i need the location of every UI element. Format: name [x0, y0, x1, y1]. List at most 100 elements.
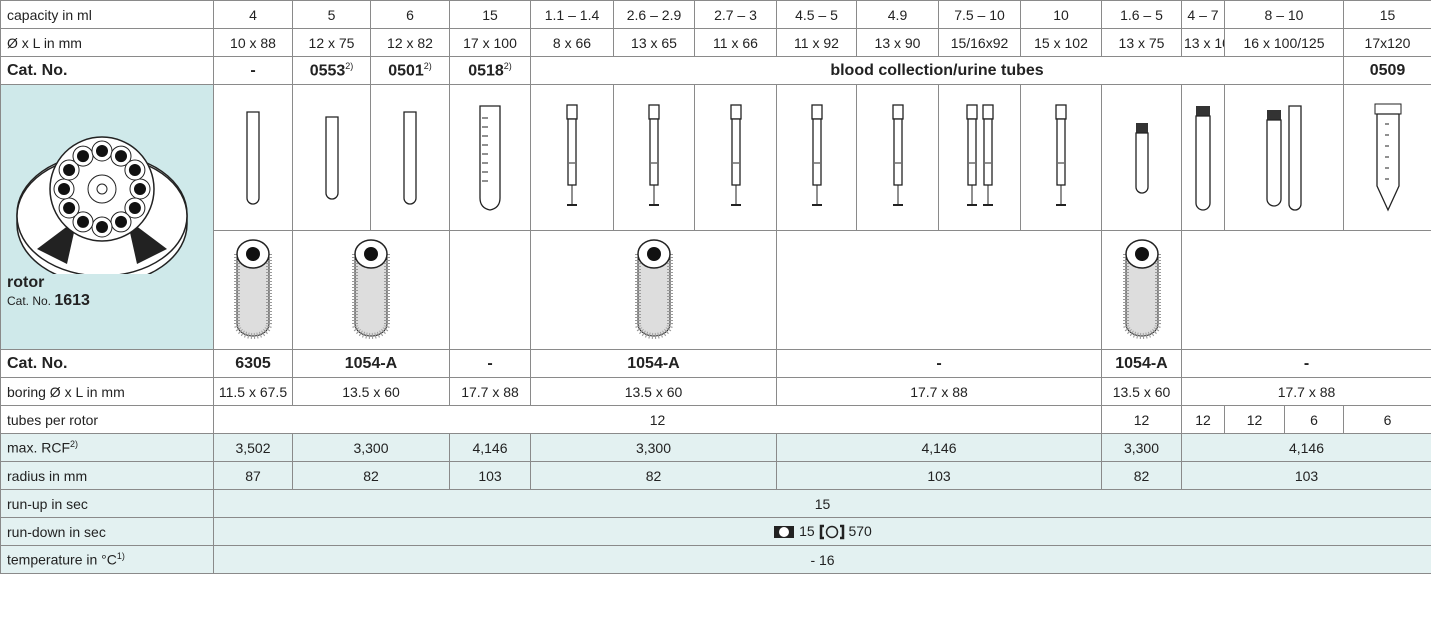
value-cell: 12: [1224, 405, 1285, 434]
cell-text: 13 x 75: [1118, 34, 1165, 51]
value-cell: 82: [530, 461, 777, 490]
value-cell: 17.7 x 88: [449, 377, 531, 406]
value-cell: 4,146: [449, 433, 531, 462]
row-label: run-up in sec: [0, 489, 214, 518]
value-cell: 4 – 7: [1181, 0, 1225, 29]
brake-icon: [773, 523, 795, 539]
value-cell: -: [449, 349, 531, 378]
row-label: max. RCF2): [0, 433, 214, 462]
value-cell: 13 x 75: [1101, 28, 1182, 57]
cell-text: 82: [1133, 467, 1150, 484]
cell-text: 17.7 x 88: [461, 383, 519, 400]
value-cell: -: [1181, 349, 1431, 378]
cell-text: 15/16x92: [950, 34, 1009, 51]
value-cell: 15 x 102: [1020, 28, 1102, 57]
cell-text: 12: [1246, 411, 1263, 428]
value-cell: 1054-A: [530, 349, 777, 378]
tube-image: [1020, 84, 1102, 231]
value-cell: 11.5 x 67.5: [213, 377, 293, 406]
value-cell: 15 570: [213, 517, 1431, 546]
value-cell: 3,502: [213, 433, 293, 462]
cell-text: 15 x 102: [1034, 34, 1088, 51]
cell-text: 1.6 – 5: [1120, 6, 1163, 23]
table-row: Cat. No. -05532) 05012) 05182) blood collect…: [0, 56, 1431, 85]
row-label-text: Cat. No.: [7, 354, 68, 372]
cell-text: 17 x 100: [463, 34, 517, 51]
cell-text: 570: [848, 522, 872, 539]
tube-image: [370, 84, 450, 231]
value-cell: 15: [449, 0, 531, 29]
value-cell: -: [213, 56, 293, 85]
cell-text: 82: [363, 467, 379, 484]
tube-image: [938, 84, 1021, 231]
value-cell: blood collection/urine tubes: [530, 56, 1344, 85]
value-cell: -: [776, 349, 1102, 378]
value-cell: - 16: [213, 545, 1431, 574]
value-cell: 8 – 10: [1224, 0, 1344, 29]
value-cell: 12: [1181, 405, 1225, 434]
row-label-text: run-down in sec: [7, 523, 106, 540]
row-label-text: temperature in °C: [7, 551, 117, 568]
value-cell: 13 x 100: [1181, 28, 1225, 57]
cell-text: 4 – 7: [1187, 6, 1219, 23]
cell-text: 1.1 – 1.4: [544, 6, 600, 23]
row-label-text: Ø x L in mm: [7, 34, 82, 51]
value-cell: 15/16x92: [938, 28, 1021, 57]
value-cell: 11 x 92: [776, 28, 857, 57]
tube-image: [292, 84, 371, 231]
cell-text: 82: [645, 467, 662, 484]
cell-text: - 16: [810, 551, 835, 568]
cell-text: 13 x 65: [631, 34, 677, 51]
adapter-image: [530, 230, 777, 350]
bottom-rows: Cat. No. 6305 1054-A - 1054-A - 1054-A - boring …: [0, 349, 1431, 574]
cell-text: 2.7 – 3: [714, 6, 757, 23]
value-cell: 4.5 – 5: [776, 0, 857, 29]
spec-table: capacity in ml 4 5 6 15 1.1 – 1.4 2.6 – 2.9 2.7…: [0, 0, 1431, 574]
value-cell: 6305: [213, 349, 293, 378]
row-label-text: max. RCF: [7, 439, 70, 456]
empty-cell: [449, 230, 531, 350]
tube-image: [1343, 84, 1431, 231]
empty-cell: [776, 230, 1102, 350]
tube-image: [613, 84, 695, 231]
value-cell: 12 x 75: [292, 28, 371, 57]
tube-image: [856, 84, 939, 231]
value-cell: 12 x 82: [370, 28, 450, 57]
value-cell: 12: [213, 405, 1102, 434]
cell-text: 6: [406, 6, 414, 23]
tube-image: [694, 84, 777, 231]
value-cell: 82: [1101, 461, 1182, 490]
row-label: Ø x L in mm: [0, 28, 214, 57]
cell-text: 103: [927, 467, 951, 484]
cell-text: 1054-A: [344, 354, 398, 372]
cell-text: 3,300: [1123, 439, 1160, 456]
table-row: tubes per rotor 12 12 12 12 6 6: [0, 405, 1431, 434]
value-cell: 4: [213, 0, 293, 29]
cell-text: -: [487, 354, 493, 372]
value-cell: 103: [776, 461, 1102, 490]
cell-text: 103: [478, 467, 502, 484]
cell-text: -: [936, 354, 942, 372]
cell-sup: 2): [423, 60, 432, 71]
cell-text: 17x120: [1364, 34, 1411, 51]
tube-image: [213, 84, 293, 231]
value-cell: 05012): [370, 56, 450, 85]
cell-text: 11 x 66: [713, 34, 758, 51]
cell-text: 87: [245, 467, 261, 484]
value-cell: 3,300: [1101, 433, 1182, 462]
value-cell: 13.5 x 60: [1101, 377, 1182, 406]
cell-text: 13.5 x 60: [624, 383, 683, 400]
table-row: Cat. No. 6305 1054-A - 1054-A - 1054-A -: [0, 349, 1431, 378]
cell-text: 13.5 x 60: [1112, 383, 1171, 400]
rotor-cat-number: 1613: [54, 292, 90, 309]
adapter-image: [292, 230, 450, 350]
tube-image: [530, 84, 614, 231]
tube-image: [1224, 84, 1344, 231]
rotor-label: rotor: [7, 274, 45, 291]
table-row: boring Ø x L in mm 11.5 x 67.5 13.5 x 60 17…: [0, 377, 1431, 406]
value-cell: 5: [292, 0, 371, 29]
value-cell: 1.1 – 1.4: [530, 0, 614, 29]
value-cell: 17.7 x 88: [776, 377, 1102, 406]
rotor-cell: rotor Cat. No. 1613: [0, 84, 214, 350]
cell-text: 12: [649, 411, 666, 428]
